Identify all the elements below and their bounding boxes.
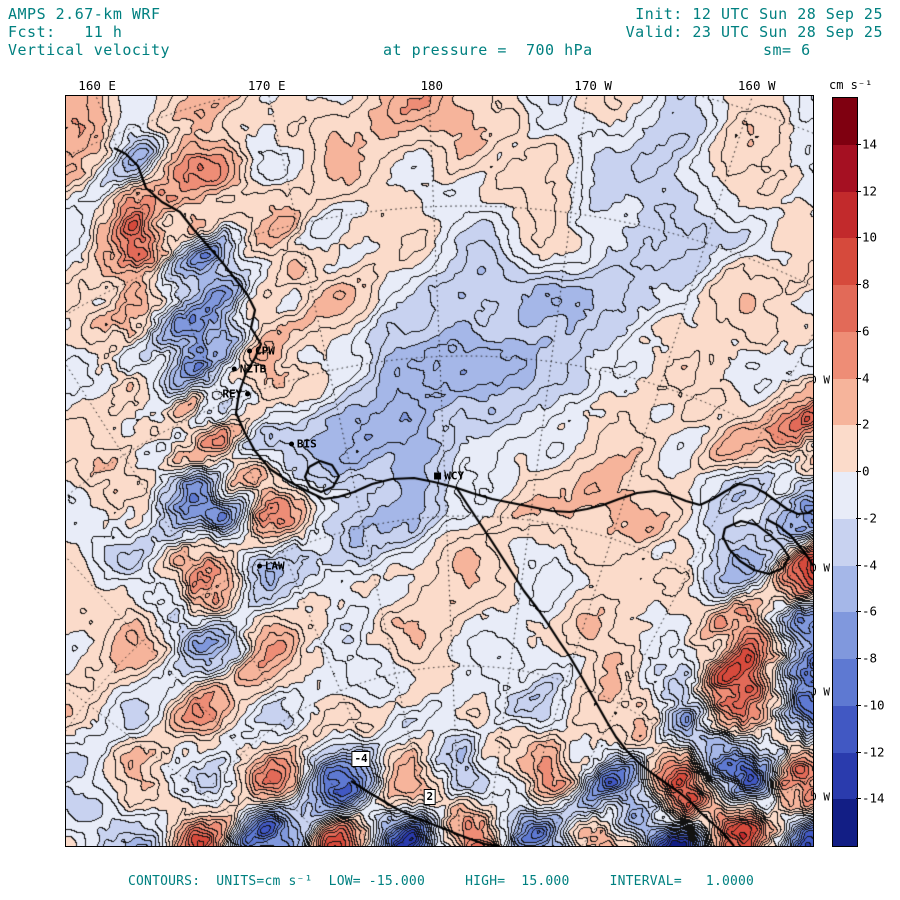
colorbar-tick xyxy=(856,424,861,426)
colorbar-tick-label: 12 xyxy=(862,183,878,198)
model-title: AMPS 2.67-km WRF xyxy=(8,5,161,23)
colorbar-tick xyxy=(856,517,861,519)
colorbar-segment xyxy=(833,238,857,285)
map-frame: CPW NZTB REY BIS WCY LAW -4 2 xyxy=(65,95,814,847)
colorbar-segment xyxy=(833,565,857,613)
colorbar-tick xyxy=(856,237,861,239)
colorbar-tick xyxy=(856,704,861,706)
init-time-label: Init: 12 UTC Sun 28 Sep 25 xyxy=(635,5,883,23)
colorbar-segment xyxy=(833,378,857,426)
colorbar-segment xyxy=(833,799,857,846)
colorbar-tick xyxy=(856,190,861,192)
colorbar-tick-label: 2 xyxy=(862,416,870,432)
colorbar-tick xyxy=(856,330,861,332)
colorbar-tick-label: 14 xyxy=(862,136,878,152)
colorbar-tick-label: 10 xyxy=(862,229,878,245)
vertical-velocity-map-canvas xyxy=(66,96,813,846)
colorbar-segment xyxy=(833,425,857,472)
pressure-level-label: at pressure = 700 hPa xyxy=(383,41,593,59)
colorbar-tick-label: 6 xyxy=(862,323,870,339)
colorbar-tick xyxy=(856,377,861,379)
longitude-label-top: 170 E xyxy=(247,78,286,93)
colorbar-segment xyxy=(833,612,857,659)
colorbar-segment xyxy=(833,144,857,192)
colorbar-tick xyxy=(856,284,861,285)
longitude-label-top: 160 W xyxy=(737,78,776,93)
colorbar-tick xyxy=(856,471,861,472)
contour-info-footer: CONTOURS: UNITS=cm s⁻¹ LOW= -15.000 HIGH… xyxy=(128,874,755,889)
colorbar-tick-label: 0 xyxy=(862,463,870,479)
colorbar-tick-label: 8 xyxy=(862,276,870,292)
colorbar-tick-label: -12 xyxy=(862,744,885,759)
colorbar-tick xyxy=(856,751,861,753)
colorbar-segment xyxy=(833,705,857,753)
colorbar-tick xyxy=(856,143,861,145)
colorbar-tick xyxy=(856,564,861,566)
colorbar-tick xyxy=(856,798,861,800)
colorbar-segment xyxy=(833,331,857,379)
colorbar-tick-label: -10 xyxy=(862,697,885,713)
field-title: Vertical velocity xyxy=(8,41,171,59)
colorbar-units-label: cm s⁻¹ xyxy=(829,78,873,92)
colorbar-segment xyxy=(833,472,857,519)
colorbar-tick-label: -14 xyxy=(862,790,885,806)
colorbar-segment xyxy=(833,285,857,332)
longitude-label-top: 180 xyxy=(420,78,444,93)
colorbar-segment xyxy=(833,518,857,566)
longitude-label-top: 170 W xyxy=(574,78,612,93)
smoothing-label: sm= 6 xyxy=(763,41,811,59)
colorbar-tick-label: 4 xyxy=(862,370,870,385)
colorbar-segment xyxy=(833,659,857,706)
colorbar-segment xyxy=(833,191,857,239)
colorbar-tick-label: -4 xyxy=(862,557,878,572)
longitude-label-top: 160 E xyxy=(78,78,116,93)
valid-time-label: Valid: 23 UTC Sun 28 Sep 25 xyxy=(625,23,883,41)
colorbar-tick xyxy=(856,658,861,659)
colorbar-segment xyxy=(833,752,857,800)
colorbar-segment xyxy=(833,98,857,145)
colorbar-tick-label: -8 xyxy=(862,650,878,666)
colorbar-tick xyxy=(856,611,861,613)
colorbar-tick-label: -2 xyxy=(862,510,878,526)
colorbar-tick-label: -6 xyxy=(862,603,878,619)
forecast-hour-label: Fcst: 11 h xyxy=(8,23,123,41)
colorbar xyxy=(832,97,858,847)
